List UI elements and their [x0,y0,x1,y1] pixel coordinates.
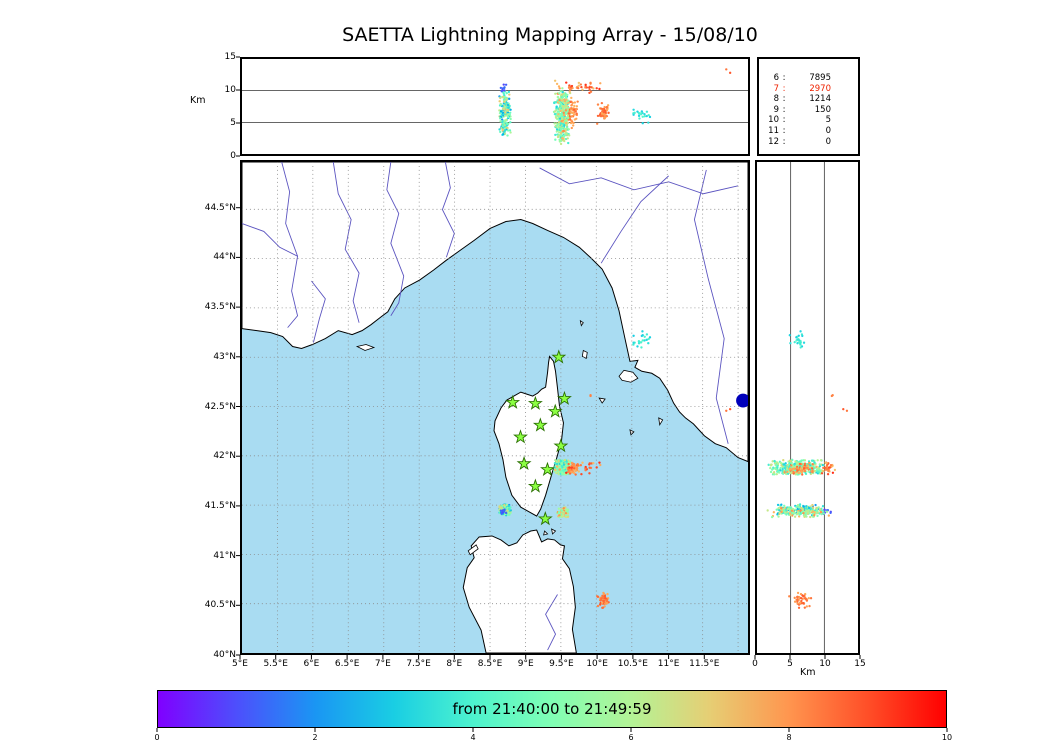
station-star [553,438,569,453]
colorbar-tick-label: 4 [470,733,476,742]
legend-row: 7:2970 [773,83,831,94]
station-star [532,417,548,432]
colorbar-tick-label: 2 [312,733,318,742]
lat-tick-label: 41.5°N [204,500,236,511]
lma-station-stars [505,349,572,526]
station-star [537,511,553,526]
right-altitude-tick-label: 15 [854,659,866,669]
colorbar-tick-label: 10 [941,733,953,742]
altitude-tick-label: 5 [230,118,236,128]
legend-row: 9:150 [773,104,831,115]
station-star [527,478,543,493]
lon-tick-label: 8°E [446,659,463,669]
station-star [527,395,543,410]
altitude-tick-label: 10 [224,85,236,95]
station-star [513,429,528,444]
lon-tick-label: 10°E [586,659,608,669]
altitude-tick-label: 0 [230,151,236,161]
lon-tick-label: 5°E [232,659,248,669]
lon-tick-label: 7.5°E [406,659,431,669]
colorbar-time-range-label: from 21:40:00 to 21:49:59 [452,700,652,718]
lat-tick-label: 42°N [213,451,236,462]
lat-tick-label: 43°N [213,351,236,362]
lon-tick-label: 6°E [303,659,320,669]
station-count-rows: 6:7895 7:2970 8:1214 9:150 10:5 11:0 12:0 [759,59,858,147]
km-axis-label-bottom: Km [800,667,816,678]
station-star [516,455,532,470]
km-axis-label-left: Km [190,95,206,106]
colorbar-tick-label: 8 [786,733,792,742]
altitude-latitude-plot [766,162,849,653]
lon-tick-label: 7°E [374,659,391,669]
right-altitude-tick-label: 0 [752,659,758,669]
altitude-longitude-panel [240,57,750,156]
legend-row: 6:7895 [773,73,831,83]
colorbar-tick-label: 6 [628,733,634,742]
figure-title: SAETTA Lightning Mapping Array - 15/08/1… [342,24,758,46]
lat-tick-label: 41°N [213,550,236,561]
lon-tick-label: 5.5°E [263,659,288,669]
time-colorbar: from 21:40:00 to 21:49:59 [157,690,947,728]
map-panel [240,160,750,655]
map-plot [242,162,748,653]
colorbar-gradient [158,691,946,727]
legend-row: 11:0 [768,125,831,136]
lon-tick-label: 8.5°E [477,659,503,669]
lat-tick-label: 40°N [213,650,236,660]
lon-tick-label: 11.5°E [689,659,720,669]
colorbar-tick-label: 0 [154,733,160,742]
altitude-tick-label: 15 [224,52,236,62]
lightning-points-lon-alt [498,68,732,146]
blue-station-marker [736,393,748,408]
lat-tick-label: 42.5°N [204,401,236,412]
station-star [557,390,572,405]
lightning-points-alt-lat [766,330,849,609]
lightning-points-lon-lat [498,330,732,609]
station-star [540,461,555,476]
rivers [242,162,739,651]
lat-tick-label: 44.5°N [204,202,236,213]
altitude-latitude-panel [755,160,860,655]
lat-tick-label: 43.5°N [204,302,236,313]
station-star [505,394,521,409]
lon-tick-label: 6.5°E [334,659,360,669]
legend-row: 8:1214 [773,94,831,105]
lon-tick-label: 9°E [517,659,534,669]
legend-row: 12:0 [768,136,831,147]
lat-tick-label: 40.5°N [204,600,236,611]
legend-row: 10:5 [768,115,831,126]
lon-tick-label: 11°E [657,659,680,669]
lon-tick-label: 9.5°E [549,659,574,669]
lon-tick-label: 10.5°E [617,659,648,669]
station-count-legend: 6:7895 7:2970 8:1214 9:150 10:5 11:0 12:0 [757,57,860,156]
landmasses [242,162,748,653]
lat-tick-label: 44°N [213,252,236,263]
right-altitude-tick-label: 5 [787,659,793,669]
station-star [547,403,563,418]
right-altitude-tick-label: 10 [819,659,831,669]
altitude-longitude-plot [242,68,748,146]
station-star [551,349,567,364]
